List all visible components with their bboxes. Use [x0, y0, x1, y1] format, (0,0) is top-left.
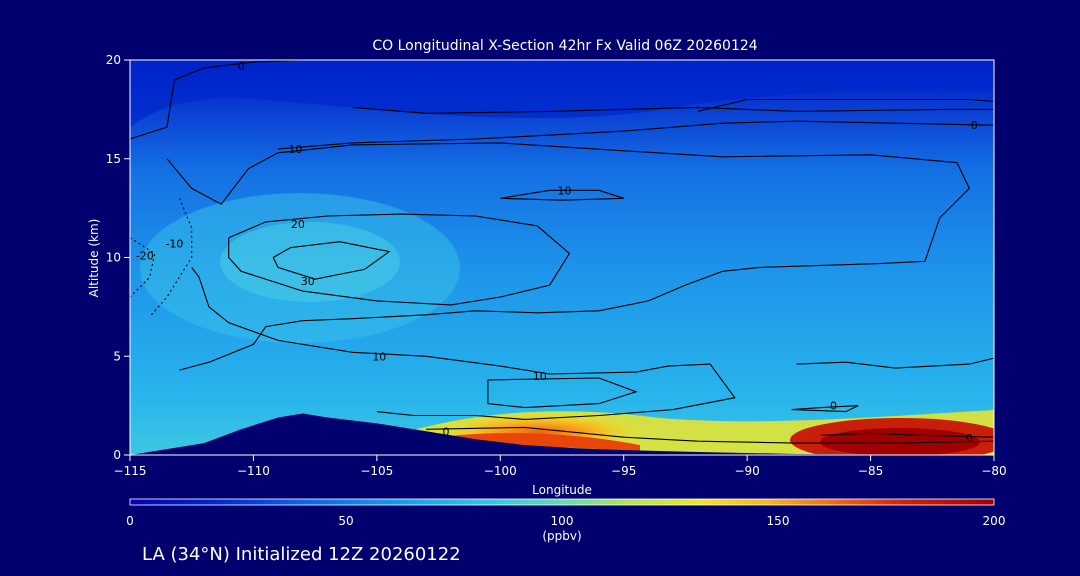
- y-tick-label: 0: [113, 448, 121, 462]
- y-axis: 0 5 10 15 20: [106, 53, 130, 462]
- contour-label: 10: [557, 184, 571, 197]
- central-hot-streak: [420, 433, 640, 452]
- contour-line-0: [697, 98, 994, 112]
- contour-label: 10: [533, 370, 547, 383]
- contour-label: 0: [238, 60, 245, 73]
- y-tick-label: 20: [106, 53, 121, 67]
- east-pollution-inner: [820, 428, 980, 455]
- x-tick-label: −90: [734, 464, 759, 478]
- plot-area: 0 0 10 10 10 10 20 30 0 0 0 -10 -20: [130, 60, 994, 455]
- x-axis-label: Longitude: [532, 483, 592, 497]
- x-tick-label: −115: [114, 464, 147, 478]
- x-axis: −115 −110 −105 −100 −95 −90 −85 −80: [114, 455, 1007, 478]
- contour-line-20: [228, 213, 571, 306]
- contour-line-30: [272, 241, 391, 280]
- y-axis-label: Altitude (km): [87, 219, 101, 298]
- contour-line-neg10: [149, 198, 193, 318]
- contour-line-10: [487, 377, 638, 409]
- contour-line-0: [426, 426, 994, 444]
- contour-label: 0: [830, 400, 837, 413]
- contour-label: 0: [966, 432, 973, 445]
- x-tick-label: −85: [858, 464, 883, 478]
- contour-label: 30: [301, 275, 315, 288]
- contour-line-10: [500, 189, 624, 201]
- mid-level-co-core: [220, 222, 400, 302]
- initialization-label: LA (34°N) Initialized 12Z 20260122: [142, 544, 461, 565]
- colorbar: [129, 498, 995, 506]
- contour-line-0: [791, 405, 859, 413]
- contour-line-0: [278, 120, 994, 150]
- colorbar-tick-label: 200: [983, 514, 1006, 528]
- colorbar-units: (ppbv): [542, 529, 581, 543]
- mid-level-co-plume: [140, 193, 460, 343]
- x-tick-label: −110: [237, 464, 270, 478]
- chart-title: CO Longitudinal X-Section 42hr Fx Valid …: [372, 38, 757, 54]
- contour-label: 20: [291, 218, 305, 231]
- y-tick-label: 5: [113, 349, 121, 363]
- contour-label: 10: [288, 143, 302, 156]
- y-tick-label: 10: [106, 251, 121, 265]
- x-tick-label: −80: [981, 464, 1006, 478]
- contour-label: 0: [971, 119, 978, 132]
- contour-line-0: [130, 60, 303, 140]
- colorbar-tick-label: 150: [767, 514, 790, 528]
- contour-label: 0: [442, 425, 449, 438]
- x-tick-label: −95: [611, 464, 636, 478]
- contour-line-0: [821, 432, 994, 438]
- contour-line-neg20: [130, 237, 156, 298]
- y-tick-label: 15: [106, 152, 121, 166]
- contour-layer: 0 0 10 10 10 10 20 30 0 0 0 -10 -20: [130, 60, 994, 445]
- contour-label: -20: [136, 250, 154, 263]
- contour-line-0: [796, 357, 994, 369]
- colorbar-tick-label: 0: [126, 514, 134, 528]
- colorbar-tick-label: 50: [338, 514, 353, 528]
- terrain-mask: [130, 413, 994, 455]
- x-tick-label: −100: [484, 464, 517, 478]
- colorbar-tick-label: 100: [551, 514, 574, 528]
- contour-line-0: [352, 106, 994, 114]
- contour-line-10: [166, 142, 970, 371]
- x-tick-label: −105: [360, 464, 393, 478]
- contour-line-10: [191, 267, 736, 420]
- contour-label: -10: [165, 238, 183, 251]
- upper-low-co-band: [130, 60, 994, 128]
- contour-label: 10: [372, 350, 386, 363]
- colorbar-ticks: 0 50 100 150 200: [126, 514, 1005, 528]
